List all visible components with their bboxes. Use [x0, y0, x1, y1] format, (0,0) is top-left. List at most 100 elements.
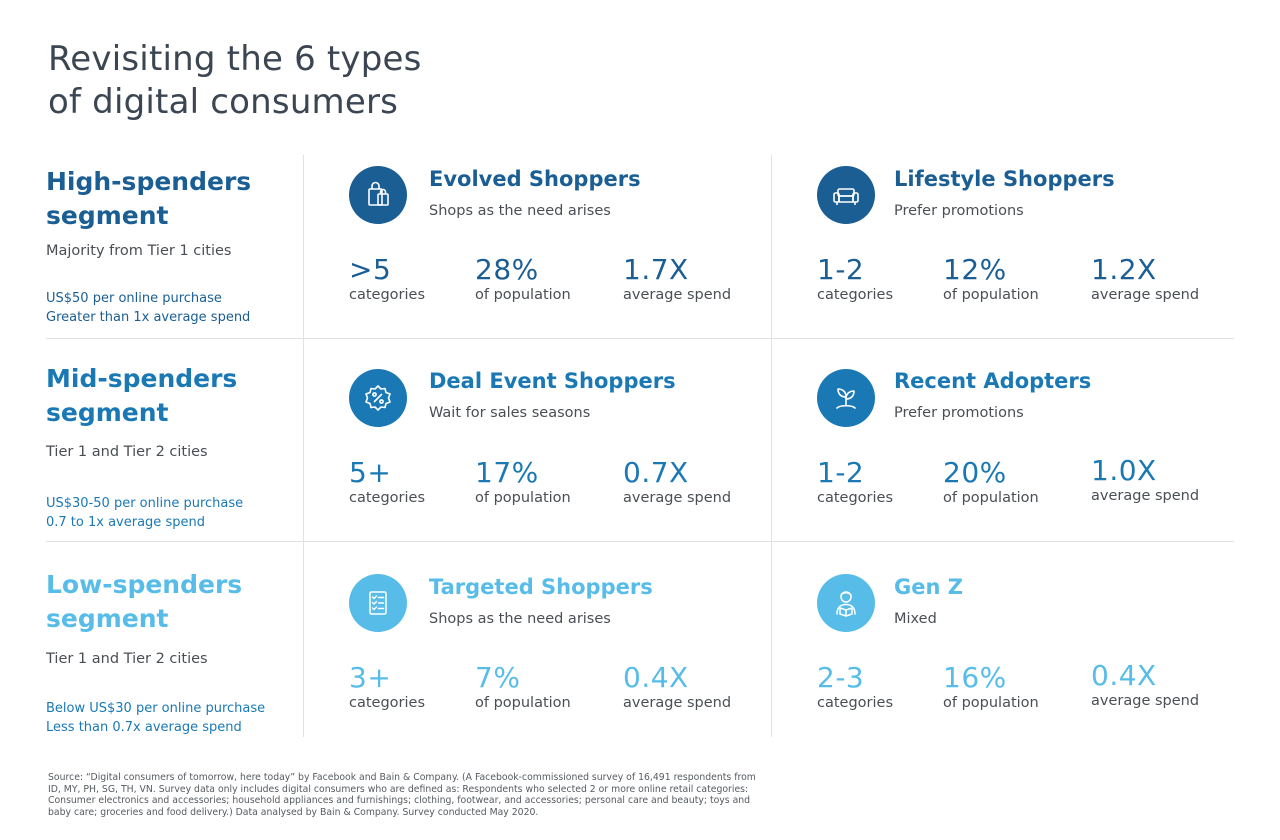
stat-label: average spend: [1091, 693, 1200, 709]
stat-value: 0.4X: [623, 661, 689, 694]
segment-title-line2: segment: [46, 604, 169, 633]
consumer-type-subtitle: Shops as the need arises: [429, 203, 611, 219]
stat-population: 20% of population: [943, 456, 1039, 507]
stat-label: of population: [475, 287, 571, 303]
shopping-bag-icon: [349, 166, 407, 224]
stat-value: 1-2: [817, 253, 865, 286]
reading-person-icon: [817, 574, 875, 632]
stat-value: 7%: [475, 661, 521, 694]
stat-label: categories: [349, 490, 426, 506]
stat-spend: 0.4X average spend: [1091, 659, 1200, 710]
segment-title: Low-spenders segment: [46, 568, 242, 636]
stat-categories: 2-3 categories: [817, 661, 894, 712]
stat-categories: 5+ categories: [349, 456, 426, 507]
stat-value: 17%: [475, 456, 539, 489]
stat-population: 16% of population: [943, 661, 1039, 712]
consumer-type-subtitle: Mixed: [894, 611, 937, 627]
sprout-icon: [817, 369, 875, 427]
stat-value: 5+: [349, 456, 392, 489]
stat-value: 16%: [943, 661, 1007, 694]
checklist-icon: [349, 574, 407, 632]
row-divider-1: [46, 338, 1234, 339]
segment-title: High-spenders segment: [46, 165, 251, 233]
stat-categories: >5 categories: [349, 253, 426, 304]
column-divider-middle: [771, 155, 772, 737]
stat-value: 0.4X: [1091, 659, 1157, 692]
segment-cities: Majority from Tier 1 cities: [46, 243, 232, 259]
page-title-line2: of digital consumers: [48, 82, 399, 122]
stat-population: 7% of population: [475, 661, 571, 712]
segment-title-line2: segment: [46, 398, 169, 427]
stat-value: 1-2: [817, 456, 865, 489]
consumer-type-name: Evolved Shoppers: [429, 167, 641, 191]
segment-spend: Greater than 1x average spend: [46, 310, 251, 325]
stat-value: 20%: [943, 456, 1007, 489]
stat-spend: 1.7X average spend: [623, 253, 732, 304]
segment-detail: US$50 per online purchase Greater than 1…: [46, 289, 250, 327]
consumer-type-name: Gen Z: [894, 575, 963, 599]
page-title: Revisiting the 6 types of digital consum…: [48, 38, 422, 124]
stat-value: >5: [349, 253, 392, 286]
stat-value: 3+: [349, 661, 392, 694]
stat-spend: 0.4X average spend: [623, 661, 732, 712]
stat-population: 12% of population: [943, 253, 1039, 304]
segment-detail: US$30-50 per online purchase 0.7 to 1x a…: [46, 494, 243, 532]
segment-title-line2: segment: [46, 201, 169, 230]
stat-label: categories: [817, 695, 894, 711]
consumer-type-name: Recent Adopters: [894, 369, 1092, 393]
segment-purchase: US$50 per online purchase: [46, 291, 222, 306]
stat-value: 12%: [943, 253, 1007, 286]
segment-title-line1: Low-spenders: [46, 570, 243, 599]
segment-title-line1: High-spenders: [46, 167, 252, 196]
row-divider-2: [46, 541, 1234, 542]
stat-label: of population: [943, 490, 1039, 506]
stat-categories: 1-2 categories: [817, 456, 894, 507]
stat-value: 1.7X: [623, 253, 689, 286]
discount-badge-icon: [349, 369, 407, 427]
stat-value: 28%: [475, 253, 539, 286]
segment-detail: Below US$30 per online purchase Less tha…: [46, 699, 265, 737]
segment-title: Mid-spenders segment: [46, 362, 237, 430]
stat-value: 1.0X: [1091, 454, 1157, 487]
page-title-line1: Revisiting the 6 types: [48, 39, 422, 79]
consumer-type-name: Targeted Shoppers: [429, 575, 653, 599]
segment-purchase: US$30-50 per online purchase: [46, 496, 244, 511]
stat-label: average spend: [623, 490, 732, 506]
column-divider-left: [303, 155, 304, 737]
stat-categories: 3+ categories: [349, 661, 426, 712]
stat-label: average spend: [623, 695, 732, 711]
stat-spend: 0.7X average spend: [623, 456, 732, 507]
stat-population: 17% of population: [475, 456, 571, 507]
stat-value: 2-3: [817, 661, 865, 694]
stat-label: categories: [349, 287, 426, 303]
consumer-type-subtitle: Prefer promotions: [894, 203, 1024, 219]
segment-spend: 0.7 to 1x average spend: [46, 515, 205, 530]
sofa-icon: [817, 166, 875, 224]
stat-label: categories: [817, 490, 894, 506]
segment-cities: Tier 1 and Tier 2 cities: [46, 444, 208, 460]
source-footnote: Source: “Digital consumers of tomorrow, …: [48, 772, 756, 818]
stat-spend: 1.0X average spend: [1091, 454, 1199, 505]
stat-label: of population: [943, 695, 1039, 711]
segment-title-line1: Mid-spenders: [46, 364, 238, 393]
stat-spend: 1.2X average spend: [1091, 253, 1200, 304]
stat-population: 28% of population: [475, 253, 571, 304]
consumer-type-name: Lifestyle Shoppers: [894, 167, 1115, 191]
segment-purchase: Below US$30 per online purchase: [46, 701, 266, 716]
stat-label: average spend: [1091, 287, 1200, 303]
segment-cities: Tier 1 and Tier 2 cities: [46, 651, 208, 667]
consumer-type-subtitle: Wait for sales seasons: [429, 405, 591, 421]
consumer-type-name: Deal Event Shoppers: [429, 369, 676, 393]
consumer-type-subtitle: Prefer promotions: [894, 405, 1024, 421]
stat-label: average spend: [623, 287, 732, 303]
stat-value: 0.7X: [623, 456, 689, 489]
stat-value: 1.2X: [1091, 253, 1157, 286]
stat-label: categories: [817, 287, 894, 303]
stat-categories: 1-2 categories: [817, 253, 894, 304]
segment-spend: Less than 0.7x average spend: [46, 720, 242, 735]
stat-label: categories: [349, 695, 426, 711]
stat-label: of population: [943, 287, 1039, 303]
consumer-type-subtitle: Shops as the need arises: [429, 611, 611, 627]
stat-label: of population: [475, 490, 571, 506]
stat-label: of population: [475, 695, 571, 711]
